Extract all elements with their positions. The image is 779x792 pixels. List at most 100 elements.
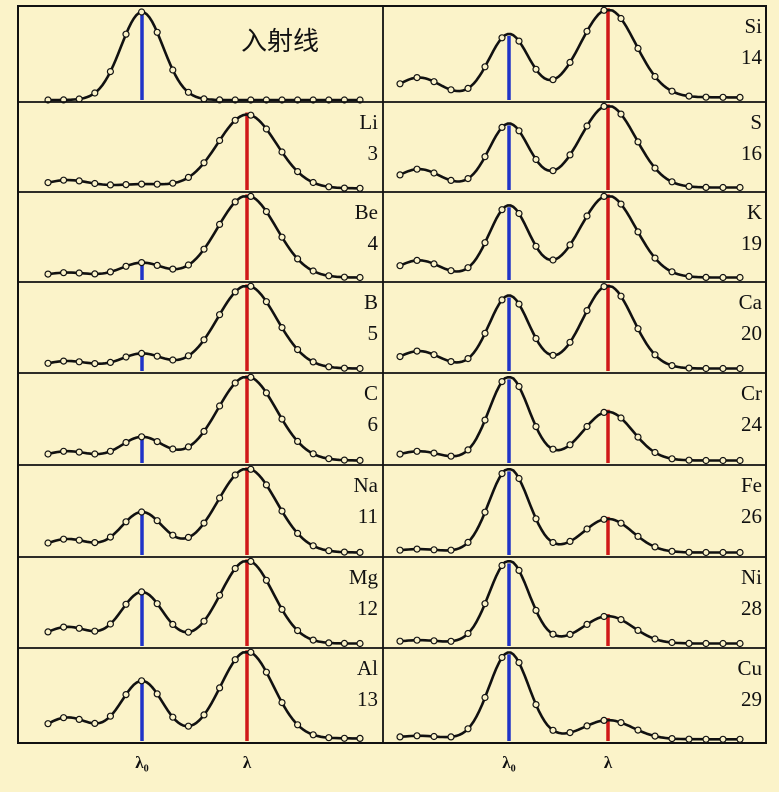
- data-point: [153, 517, 161, 525]
- data-point: [702, 93, 710, 101]
- data-point: [91, 89, 99, 97]
- data-point: [447, 733, 455, 741]
- data-point: [216, 494, 224, 502]
- data-point: [736, 273, 744, 282]
- data-point: [481, 63, 489, 71]
- data-point: [668, 178, 676, 186]
- data-point: [617, 519, 625, 527]
- data-point: [309, 358, 317, 366]
- data-point: [356, 364, 364, 373]
- data-point: [634, 726, 642, 734]
- data-point: [566, 441, 574, 449]
- data-point: [153, 180, 161, 188]
- data-point: [634, 138, 642, 146]
- data-point: [498, 470, 506, 478]
- data-point: [200, 617, 208, 625]
- data-point: [617, 718, 625, 727]
- data-point: [566, 58, 574, 67]
- data-point: [44, 450, 52, 458]
- data-point: [549, 538, 557, 547]
- data-point: [651, 254, 659, 262]
- data-point: [736, 456, 744, 465]
- data-point: [600, 6, 608, 14]
- data-point: [549, 726, 557, 734]
- data-point: [184, 533, 192, 542]
- element-symbol: Si: [744, 14, 762, 38]
- data-point: [481, 153, 489, 161]
- data-point: [702, 183, 710, 191]
- atomic-number: 24: [741, 412, 763, 436]
- data-point: [719, 735, 727, 743]
- data-point: [719, 183, 727, 192]
- intensity-curve: [47, 376, 360, 462]
- data-point: [169, 445, 177, 453]
- data-point: [498, 378, 506, 386]
- data-point: [549, 76, 557, 84]
- data-point: [651, 448, 659, 457]
- data-point: [430, 351, 438, 359]
- data-point: [106, 67, 115, 76]
- data-point: [59, 269, 68, 277]
- incident-ray-label: 入射线: [241, 27, 319, 57]
- data-point: [169, 356, 177, 364]
- data-point: [247, 373, 255, 381]
- data-point: [702, 273, 710, 281]
- data-point: [106, 712, 115, 720]
- lambda-tick-label: λ: [243, 753, 252, 772]
- data-point: [340, 364, 348, 372]
- data-point: [75, 536, 83, 544]
- data-point: [44, 359, 52, 367]
- data-point: [464, 725, 472, 733]
- data-point: [91, 270, 99, 278]
- intensity-curve: [47, 113, 360, 190]
- lambda0-tick-label: λ₀: [135, 753, 148, 772]
- element-symbol: Ni: [741, 565, 762, 589]
- outer-frame: [17, 5, 767, 744]
- atomic-number: 20: [741, 321, 762, 345]
- data-point: [430, 732, 438, 741]
- data-point: [532, 242, 540, 250]
- data-point: [566, 241, 574, 249]
- data-point: [566, 151, 574, 159]
- data-point: [583, 422, 591, 431]
- element-symbol: B: [364, 290, 378, 314]
- data-point: [122, 438, 130, 447]
- data-point: [216, 136, 224, 145]
- data-point: [481, 600, 489, 608]
- data-point: [396, 353, 404, 361]
- data-point: [59, 623, 68, 631]
- data-point: [481, 329, 489, 337]
- data-point: [634, 626, 642, 635]
- data-point: [498, 296, 506, 304]
- data-point: [106, 533, 115, 541]
- data-point: [122, 690, 130, 699]
- data-point: [169, 620, 177, 629]
- data-point: [617, 200, 625, 208]
- data-point: [122, 518, 130, 526]
- data-point: [75, 177, 83, 185]
- data-point: [464, 538, 472, 547]
- data-point: [515, 474, 523, 483]
- data-point: [247, 465, 255, 473]
- data-point: [200, 95, 208, 103]
- data-point: [75, 358, 83, 366]
- atomic-number: 16: [741, 141, 762, 165]
- data-point: [617, 14, 625, 23]
- data-point: [184, 628, 192, 636]
- data-point: [200, 711, 208, 719]
- data-point: [600, 192, 608, 200]
- data-point: [325, 639, 333, 647]
- data-point: [278, 605, 286, 614]
- data-point: [200, 519, 208, 527]
- element-symbol: S: [750, 110, 762, 134]
- data-point: [447, 546, 455, 554]
- panel-Li: Li 3: [44, 110, 378, 192]
- data-point: [515, 300, 523, 308]
- data-point: [668, 734, 676, 743]
- data-point: [75, 448, 83, 456]
- data-point: [75, 624, 83, 632]
- data-point: [447, 267, 455, 275]
- data-point: [138, 677, 146, 685]
- data-point: [325, 734, 333, 742]
